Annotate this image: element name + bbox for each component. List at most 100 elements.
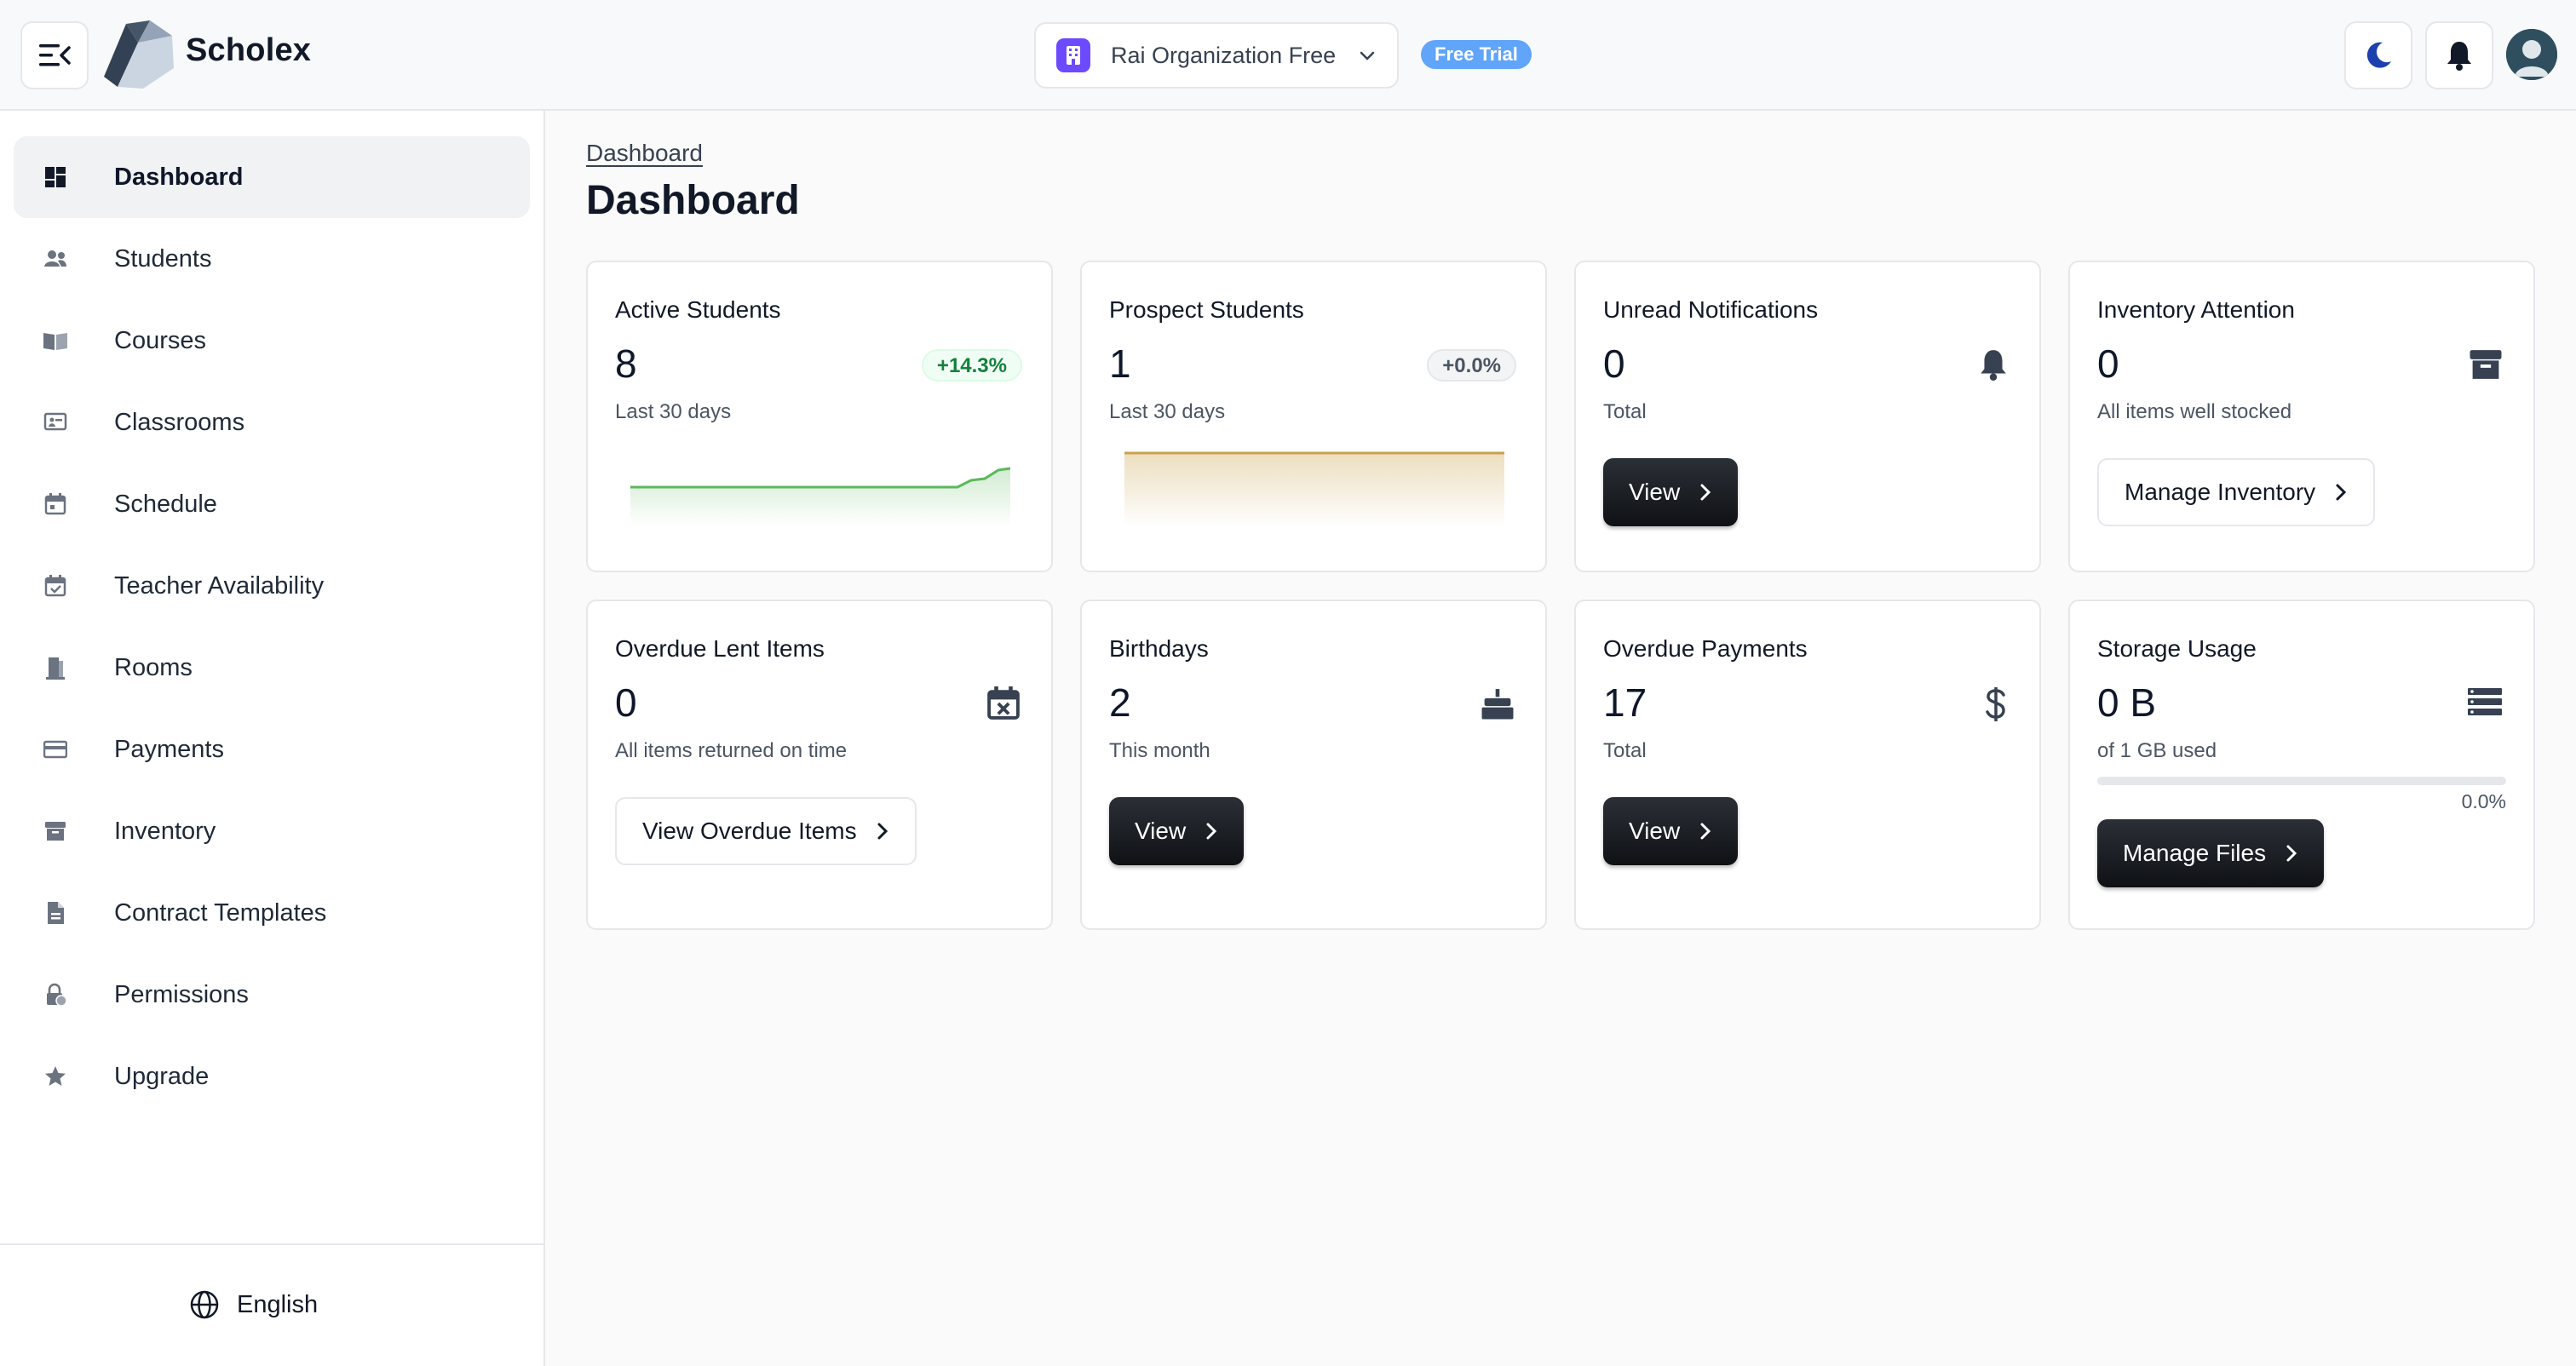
view-notifications-button[interactable]: View xyxy=(1603,458,1739,526)
sidebar-item-label: Classrooms xyxy=(114,408,245,436)
storage-usage-card: Storage Usage 0 B of 1 GB used 0.0% Mana… xyxy=(2068,600,2535,930)
classroom-icon xyxy=(41,408,70,437)
trend-badge: +14.3% xyxy=(921,349,1022,382)
button-label: View Overdue Items xyxy=(642,818,857,844)
active-students-sparkline xyxy=(630,467,1010,526)
card-subtitle: Total xyxy=(1603,739,1647,762)
chevron-right-icon xyxy=(1206,823,1217,840)
menu-collapse-icon xyxy=(39,44,71,66)
button-label: Manage Inventory xyxy=(2125,479,2316,505)
card-title: Unread Notifications xyxy=(1603,296,1819,323)
button-label: View xyxy=(1135,818,1187,844)
sidebar-item-label: Payments xyxy=(114,735,224,763)
cake-icon xyxy=(1481,689,1514,720)
birthdays-card: Birthdays 2 This month View xyxy=(1080,600,1547,930)
language-label: English xyxy=(237,1290,319,1318)
card-value: 0 B xyxy=(2097,680,2157,725)
card-subtitle: All items well stocked xyxy=(2097,400,2292,423)
brand-name: Scholex xyxy=(186,32,312,68)
manage-inventory-button[interactable]: Manage Inventory xyxy=(2097,458,2376,526)
students-icon xyxy=(41,244,70,273)
card-value: 0 xyxy=(1603,342,1625,386)
trend-badge: +0.0% xyxy=(1427,349,1516,382)
sidebar-item-label: Dashboard xyxy=(114,163,244,191)
sidebar-item-label: Courses xyxy=(114,326,206,354)
book-icon xyxy=(41,326,70,355)
archive-icon xyxy=(2470,350,2502,379)
language-selector[interactable]: English xyxy=(189,1289,318,1320)
sidebar-item-schedule[interactable]: Schedule xyxy=(14,463,530,545)
credit-card-icon xyxy=(41,735,70,764)
dollar-icon xyxy=(1986,687,2005,721)
card-subtitle: Total xyxy=(1603,400,1647,423)
sidebar-item-classrooms[interactable]: Classrooms xyxy=(14,382,530,463)
card-subtitle: All items returned on time xyxy=(615,739,848,762)
chevron-right-icon xyxy=(1700,484,1711,501)
calendar-check-icon xyxy=(41,571,70,600)
chevron-down-icon xyxy=(1360,51,1375,60)
sidebar-item-label: Upgrade xyxy=(114,1062,210,1090)
notifications-button[interactable] xyxy=(2425,21,2493,89)
chevron-right-icon xyxy=(2286,845,2297,862)
storage-progress-bar xyxy=(2097,777,2506,785)
organization-select[interactable]: Rai Organization Free xyxy=(1034,22,1399,89)
sidebar-item-permissions[interactable]: Permissions xyxy=(14,954,530,1036)
building-icon xyxy=(1056,38,1090,72)
storage-percent: 0.0% xyxy=(2461,790,2506,812)
inventory-attention-card: Inventory Attention 0 All items well sto… xyxy=(2068,261,2535,572)
card-value: 1 xyxy=(1109,342,1131,386)
button-label: Manage Files xyxy=(2123,840,2267,866)
top-bar: Scholex Rai Organization Free Free Trial xyxy=(0,0,2576,111)
prospect-students-card: Prospect Students 1 +0.0% Last 30 days xyxy=(1080,261,1547,572)
sidebar-item-courses[interactable]: Courses xyxy=(14,300,530,382)
sidebar-item-label: Inventory xyxy=(114,817,216,845)
sidebar-item-payments[interactable]: Payments xyxy=(14,709,530,790)
card-value: 8 xyxy=(615,342,637,386)
sidebar-item-students[interactable]: Students xyxy=(14,218,530,300)
card-title: Storage Usage xyxy=(2097,635,2257,662)
card-title: Overdue Lent Items xyxy=(615,635,825,662)
manage-files-button[interactable]: Manage Files xyxy=(2097,819,2325,887)
user-avatar[interactable] xyxy=(2506,29,2557,80)
sidebar-footer: English xyxy=(0,1243,543,1366)
calendar-icon xyxy=(41,490,70,519)
sidebar-item-teacher-availability[interactable]: Teacher Availability xyxy=(14,545,530,627)
breadcrumb[interactable]: Dashboard xyxy=(586,140,703,166)
storage-list-icon xyxy=(2468,688,2502,715)
view-birthdays-button[interactable]: View xyxy=(1109,797,1245,865)
button-label: View xyxy=(1629,479,1681,505)
prospect-students-sparkline xyxy=(1124,451,1504,528)
theme-toggle-button[interactable] xyxy=(2344,21,2412,89)
chevron-right-icon xyxy=(2336,484,2347,501)
dashboard-icon xyxy=(41,163,70,192)
sidebar: Dashboard Students Courses Classrooms Sc… xyxy=(0,111,545,1366)
sidebar-item-label: Schedule xyxy=(114,490,217,518)
view-payments-button[interactable]: View xyxy=(1603,797,1739,865)
calendar-x-icon xyxy=(987,686,1020,720)
page-title: Dashboard xyxy=(586,178,800,223)
sidebar-item-label: Contract Templates xyxy=(114,898,327,927)
sidebar-item-label: Students xyxy=(114,244,212,273)
card-value: 2 xyxy=(1109,680,1131,725)
globe-icon xyxy=(190,1290,219,1319)
sidebar-item-rooms[interactable]: Rooms xyxy=(14,627,530,709)
unread-notifications-card: Unread Notifications 0 Total View xyxy=(1574,261,2041,572)
card-title: Inventory Attention xyxy=(2097,296,2295,323)
sidebar-item-contract-templates[interactable]: Contract Templates xyxy=(14,872,530,954)
sidebar-item-upgrade[interactable]: Upgrade xyxy=(14,1036,530,1117)
card-title: Birthdays xyxy=(1109,635,1209,662)
card-subtitle: This month xyxy=(1109,739,1210,762)
card-value: 0 xyxy=(615,680,637,725)
active-students-card: Active Students 8 +14.3% Last 30 days xyxy=(586,261,1053,572)
sidebar-item-dashboard[interactable]: Dashboard xyxy=(14,136,530,218)
user-icon xyxy=(2506,29,2557,80)
view-overdue-items-button[interactable]: View Overdue Items xyxy=(615,797,917,865)
free-trial-badge: Free Trial xyxy=(1421,40,1532,69)
overdue-lent-items-card: Overdue Lent Items 0 All items returned … xyxy=(586,600,1053,930)
sidebar-toggle-button[interactable] xyxy=(20,21,89,89)
sidebar-item-label: Permissions xyxy=(114,980,249,1008)
door-icon xyxy=(41,653,70,682)
sidebar-item-inventory[interactable]: Inventory xyxy=(14,790,530,872)
archive-icon xyxy=(41,817,70,846)
card-subtitle: of 1 GB used xyxy=(2097,739,2217,762)
